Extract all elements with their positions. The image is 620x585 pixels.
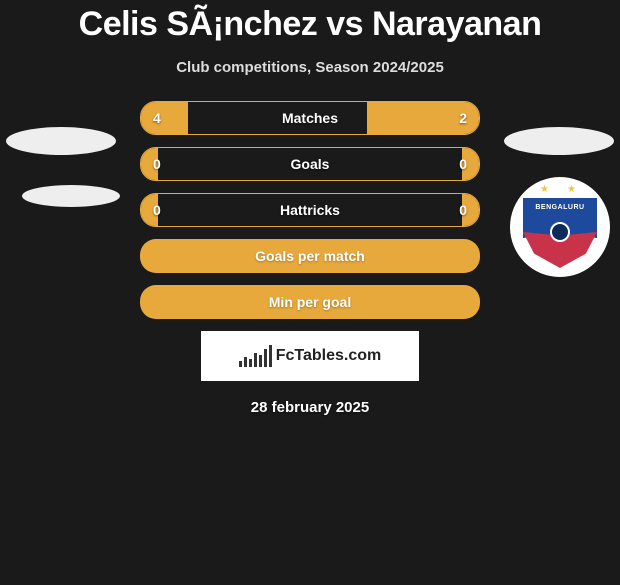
player-right-photo-placeholder <box>504 127 614 155</box>
stat-left-value: 4 <box>153 110 161 126</box>
page-title: Celis SÃ¡nchez vs Narayanan <box>0 5 620 44</box>
stat-row-min-per-goal: Min per goal <box>140 285 480 319</box>
subtitle: Club competitions, Season 2024/2025 <box>0 59 620 76</box>
team-left-logo-placeholder <box>22 185 120 207</box>
stat-label: Hattricks <box>280 202 340 218</box>
team-right-badge: ★★ BENGALURU <box>510 177 610 277</box>
stat-label: Goals <box>291 156 330 172</box>
stat-row-matches: 4 Matches 2 <box>140 101 480 135</box>
watermark: FcTables.com <box>201 331 419 381</box>
date: 28 february 2025 <box>0 399 620 416</box>
player-left-photo-placeholder <box>6 127 116 155</box>
stat-left-value: 0 <box>153 202 161 218</box>
badge-text: BENGALURU <box>523 204 597 211</box>
stat-right-value: 2 <box>459 110 467 126</box>
stat-right-value: 0 <box>459 156 467 172</box>
stat-label: Min per goal <box>269 294 351 310</box>
chart-icon <box>239 345 272 367</box>
stat-left-fill <box>141 102 188 134</box>
stat-left-value: 0 <box>153 156 161 172</box>
stat-label: Matches <box>282 110 338 126</box>
badge-stars: ★★ <box>523 184 597 195</box>
badge-football-icon <box>550 222 570 242</box>
stat-right-value: 0 <box>459 202 467 218</box>
watermark-text: FcTables.com <box>276 347 382 365</box>
stat-row-goals-per-match: Goals per match <box>140 239 480 273</box>
stat-row-hattricks: 0 Hattricks 0 <box>140 193 480 227</box>
stat-label: Goals per match <box>255 248 365 264</box>
stat-row-goals: 0 Goals 0 <box>140 147 480 181</box>
stats-container: 4 Matches 2 0 Goals 0 0 Hattricks 0 Goal… <box>140 101 480 319</box>
